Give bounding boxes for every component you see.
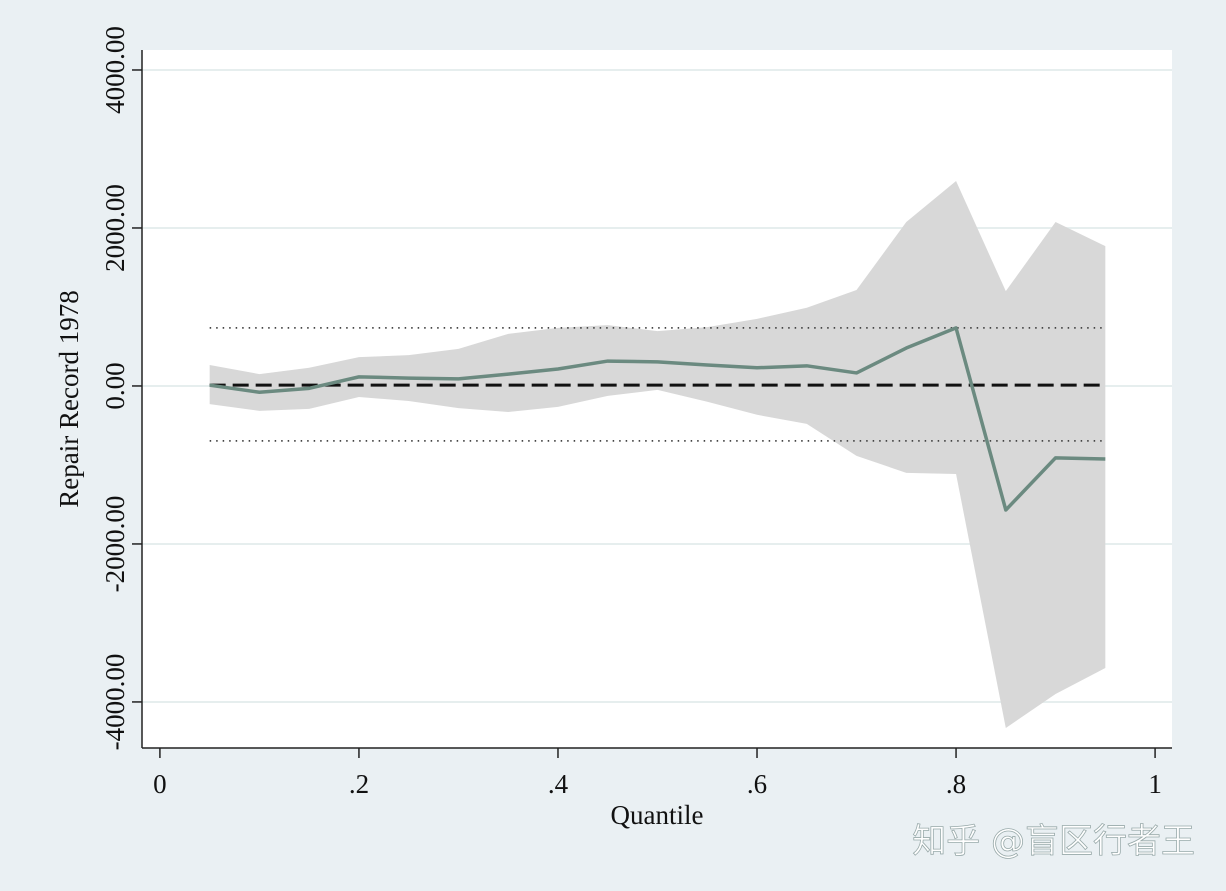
x-tick-label: .6 [747, 769, 767, 799]
x-tick-label: 0 [153, 769, 167, 799]
y-tick-label: 0.00 [100, 362, 130, 409]
y-tick-label: 2000.00 [100, 184, 130, 272]
y-tick-label: -2000.00 [100, 496, 130, 593]
x-tick-label: .4 [548, 769, 569, 799]
x-tick-label: 1 [1148, 769, 1162, 799]
confidence-band [209, 180, 1106, 729]
x-tick-label: .2 [349, 769, 369, 799]
estimate-line [209, 326, 1106, 512]
y-axis-title: Repair Record 1978 [54, 290, 84, 507]
x-tick-label: .8 [946, 769, 966, 799]
y-tick-label: -4000.00 [100, 654, 130, 751]
watermark: 知乎 @盲区行者王 [912, 822, 1195, 862]
y-tick-label: 4000.00 [100, 26, 130, 114]
x-axis-title: Quantile [611, 800, 704, 830]
